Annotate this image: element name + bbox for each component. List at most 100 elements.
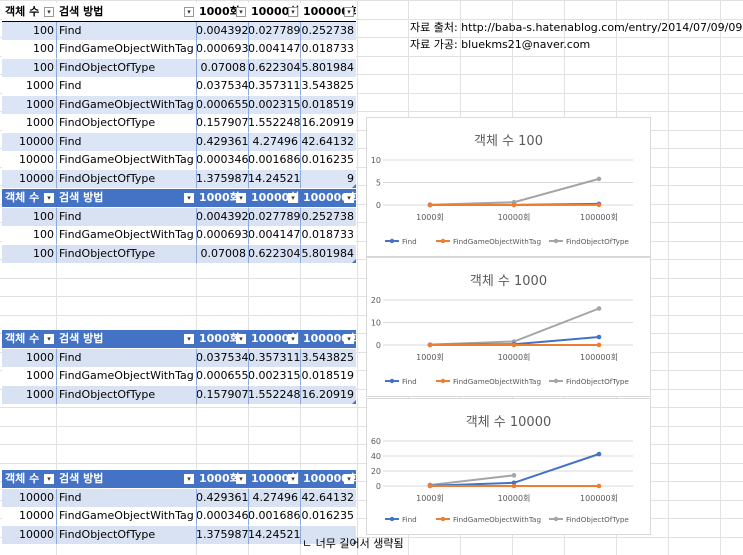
filter-dropdown-icon[interactable]: ▾ bbox=[44, 334, 54, 344]
cell-method[interactable]: Find bbox=[59, 79, 82, 92]
cell-v2[interactable]: 0.357311 bbox=[248, 350, 300, 364]
cell-v3[interactable]: 0.252738 bbox=[301, 23, 355, 37]
cell-v2[interactable]: 0.001686 bbox=[248, 509, 300, 522]
cell-method[interactable]: Find bbox=[59, 490, 82, 504]
filter-dropdown-icon[interactable]: ▾ bbox=[288, 474, 298, 484]
cell-v2[interactable]: 0.622304 bbox=[248, 246, 300, 260]
table-resize-handle[interactable] bbox=[352, 259, 356, 263]
filter-dropdown-icon[interactable]: ▾ bbox=[288, 7, 298, 17]
table-resize-handle[interactable] bbox=[352, 540, 356, 544]
source-note[interactable]: 자료 출처: http://baba-s.hatenablog.com/entr… bbox=[410, 21, 743, 34]
cell-v1[interactable]: 0.037534 bbox=[196, 79, 248, 92]
cell-count[interactable]: 10000 bbox=[19, 171, 54, 185]
cell-v3[interactable]: 5.801984 bbox=[301, 246, 355, 260]
cell-v2[interactable]: 0.622304 bbox=[248, 60, 300, 74]
line-chart-0[interactable]: 객체 수 100 0 5 10 1000회 10000회 100000회 Find FindGa… bbox=[366, 117, 651, 257]
cell-v1[interactable]: 0.429361 bbox=[196, 490, 248, 504]
cell-count[interactable]: 100 bbox=[33, 60, 54, 74]
filter-dropdown-icon[interactable]: ▾ bbox=[184, 7, 194, 17]
filter-dropdown-icon[interactable]: ▾ bbox=[344, 7, 354, 17]
cell-v1[interactable]: 0.07008 bbox=[200, 60, 247, 74]
filter-dropdown-icon[interactable]: ▾ bbox=[288, 334, 298, 344]
cell-v1[interactable]: 0.000346 bbox=[196, 509, 248, 522]
cell-v1[interactable]: 0.000346 bbox=[196, 153, 248, 166]
cell-v1[interactable]: 0.037534 bbox=[196, 350, 248, 364]
table-resize-handle[interactable] bbox=[352, 184, 356, 188]
cell-v1[interactable]: 0.004392 bbox=[196, 23, 248, 37]
filter-dropdown-icon[interactable]: ▾ bbox=[344, 334, 354, 344]
header-cell-v1[interactable]: 1000회 ▾ bbox=[196, 189, 248, 207]
cell-method[interactable]: Find bbox=[59, 350, 82, 364]
cell-v3[interactable]: 0.016235 bbox=[301, 153, 355, 166]
processed-note[interactable]: 자료 가공: bluekms21@naver.com bbox=[410, 38, 591, 51]
cell-count[interactable]: 100 bbox=[33, 209, 54, 223]
filter-dropdown-icon[interactable]: ▾ bbox=[236, 193, 246, 203]
cell-v2[interactable]: 4.27496 bbox=[252, 490, 299, 504]
cell-method[interactable]: FindObjectOfType bbox=[59, 387, 156, 401]
cell-v3[interactable]: 16.20919 bbox=[301, 387, 355, 401]
cell-method[interactable]: FindGameObjectWithTag bbox=[59, 228, 194, 241]
cell-v2[interactable]: 0.357311 bbox=[248, 79, 300, 92]
cell-method[interactable]: FindObjectOfType bbox=[59, 171, 156, 185]
cell-count[interactable]: 100 bbox=[33, 23, 54, 37]
cell-v1[interactable]: 0.157907 bbox=[196, 387, 248, 401]
cell-v2[interactable]: 0.004147 bbox=[248, 228, 300, 241]
cell-count[interactable]: 1000 bbox=[26, 387, 54, 401]
cell-method[interactable]: Find bbox=[59, 209, 82, 223]
cell-v2[interactable]: 0.002315 bbox=[248, 97, 300, 111]
header-cell-count[interactable]: 객체 수 ▾ bbox=[2, 330, 56, 348]
header-cell-count[interactable]: 객체 수 ▾ bbox=[2, 3, 56, 21]
filter-dropdown-icon[interactable]: ▾ bbox=[184, 334, 194, 344]
cell-method[interactable]: FindGameObjectWithTag bbox=[59, 97, 194, 111]
cell-count[interactable]: 10000 bbox=[19, 490, 54, 504]
cell-count[interactable]: 10000 bbox=[19, 153, 54, 166]
header-cell-count[interactable]: 객체 수 ▾ bbox=[2, 189, 56, 207]
cell-v2[interactable]: 0.004147 bbox=[248, 42, 300, 55]
cell-v2[interactable]: 14.24521 bbox=[248, 171, 300, 185]
filter-dropdown-icon[interactable]: ▾ bbox=[44, 193, 54, 203]
cell-method[interactable]: FindGameObjectWithTag bbox=[59, 153, 194, 166]
cell-v2[interactable]: 0.002315 bbox=[248, 369, 300, 382]
cell-v3[interactable]: 42.64132 bbox=[301, 490, 355, 504]
filter-dropdown-icon[interactable]: ▾ bbox=[236, 474, 246, 484]
header-cell-v2[interactable]: 10000회 ▾ bbox=[248, 330, 300, 348]
cell-v3[interactable]: 0.252738 bbox=[301, 209, 355, 223]
filter-dropdown-icon[interactable]: ▾ bbox=[288, 193, 298, 203]
cell-v3[interactable]: 0.018519 bbox=[301, 97, 355, 111]
table-resize-handle[interactable] bbox=[352, 400, 356, 404]
header-cell-v2[interactable]: 10000회 ▾ bbox=[248, 470, 300, 488]
header-cell-v1[interactable]: 1000회 ▾ bbox=[196, 470, 248, 488]
filter-dropdown-icon[interactable]: ▾ bbox=[44, 7, 54, 17]
header-cell-v1[interactable]: 1000회 ▾ bbox=[196, 3, 248, 21]
cell-count[interactable]: 100 bbox=[33, 42, 54, 55]
cell-v3[interactable]: 42.64132 bbox=[301, 134, 355, 148]
cell-count[interactable]: 10000 bbox=[19, 134, 54, 148]
header-cell-count[interactable]: 객체 수 ▾ bbox=[2, 470, 56, 488]
header-cell-v3[interactable]: 100000회 ▾ bbox=[300, 3, 356, 21]
cell-v3[interactable]: 5.801984 bbox=[301, 60, 355, 74]
filter-dropdown-icon[interactable]: ▾ bbox=[44, 474, 54, 484]
cell-v1[interactable]: 0.07008 bbox=[200, 246, 247, 260]
cell-v1[interactable]: 0.000693 bbox=[196, 42, 248, 55]
cell-v2[interactable]: 4.27496 bbox=[252, 134, 299, 148]
filter-dropdown-icon[interactable]: ▾ bbox=[344, 193, 354, 203]
cell-method[interactable]: FindGameObjectWithTag bbox=[59, 42, 194, 55]
filter-dropdown-icon[interactable]: ▾ bbox=[236, 7, 246, 17]
cell-v3[interactable]: 0.018519 bbox=[301, 369, 355, 382]
cell-method[interactable]: FindObjectOfType bbox=[59, 246, 156, 260]
cell-v2[interactable]: 14.24521 bbox=[248, 527, 300, 541]
line-chart-1[interactable]: 객체 수 1000 0 10 20 1000회 10000회 100000회 Find Find… bbox=[366, 257, 651, 397]
cell-count[interactable]: 1000 bbox=[26, 116, 54, 129]
header-cell-method[interactable]: 검색 방법 ▾ bbox=[56, 330, 196, 348]
cell-method[interactable]: Find bbox=[59, 134, 82, 148]
cell-method[interactable]: FindGameObjectWithTag bbox=[59, 369, 194, 382]
cell-count[interactable]: 10000 bbox=[19, 527, 54, 541]
cell-method[interactable]: FindGameObjectWithTag bbox=[59, 509, 194, 522]
cell-v2[interactable]: 1.552248 bbox=[248, 116, 300, 129]
cell-v3[interactable]: 9 bbox=[347, 171, 354, 185]
line-chart-2[interactable]: 객체 수 10000 0 20 40 60 1000회 10000회 100000회 Find F… bbox=[366, 398, 651, 535]
header-cell-v3[interactable]: 100000회 ▾ bbox=[300, 189, 356, 207]
cell-v1[interactable]: 0.157907 bbox=[196, 116, 248, 129]
cell-count[interactable]: 10000 bbox=[19, 509, 54, 522]
cell-v1[interactable]: 0.004392 bbox=[196, 209, 248, 223]
